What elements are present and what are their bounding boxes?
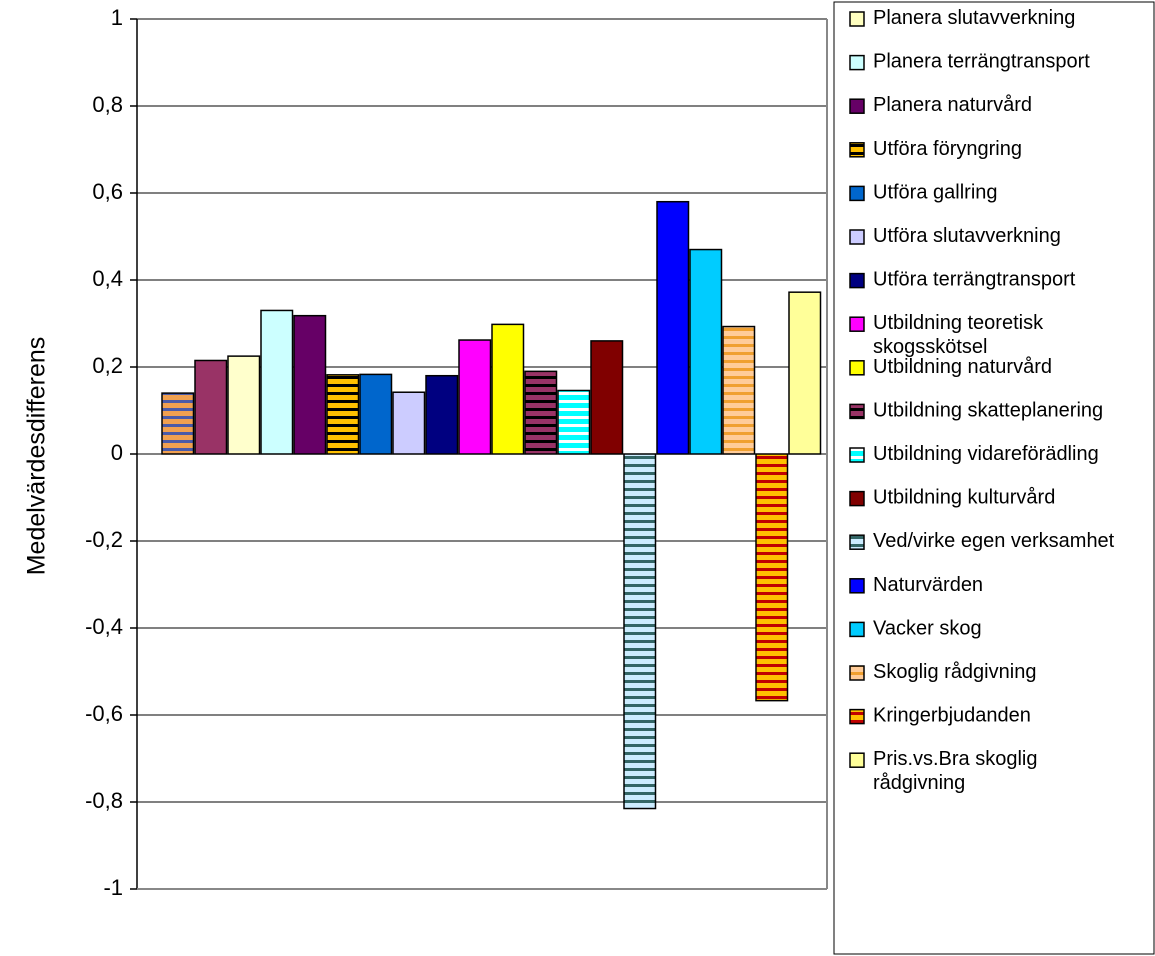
legend-swatch: [849, 665, 865, 681]
bar: [194, 359, 228, 455]
legend-label: Planera naturvård: [873, 94, 1032, 116]
axes: 1 0,8 0,6 0,4 0,2 0 -0,2 -0,4 -0,6 -0,8 -1: [85, 5, 828, 900]
bar: [425, 374, 459, 455]
legend-label: Skoglig rådgivning: [873, 661, 1036, 683]
bar: [656, 200, 690, 455]
y-tick-label: 1: [111, 5, 123, 30]
legend-label: Vacker skog: [873, 618, 982, 640]
legend-swatch: [849, 98, 865, 114]
bar: [524, 370, 558, 455]
bar: [326, 374, 360, 455]
legend-swatch: [849, 272, 865, 289]
legend-swatch: [849, 708, 865, 725]
bar: [623, 453, 657, 810]
legend-swatch: [849, 11, 865, 27]
y-axis-label: Medelvärdesdifferens: [23, 337, 51, 576]
legend-label: Naturvärden: [873, 574, 983, 596]
bar: [293, 314, 327, 455]
bar: [227, 355, 261, 455]
bar: [755, 453, 789, 702]
bar: [260, 309, 294, 455]
legend-label: Pris.vs.Bra skoglig rådgivning: [873, 748, 1038, 794]
bar: [161, 392, 195, 455]
legend-label: Utföra terrängtransport: [873, 269, 1076, 291]
bar: [788, 291, 822, 455]
y-tick-label: 0: [111, 440, 123, 465]
legend-swatch: [849, 447, 865, 463]
legend-box: [833, 1, 1155, 955]
legend-label: Utbildning naturvård: [873, 356, 1052, 378]
y-tick-label: -0,8: [85, 788, 123, 813]
bar: [590, 340, 624, 455]
bar: [359, 373, 393, 455]
y-tick-label: -0,2: [85, 527, 123, 552]
legend-swatch: [849, 229, 865, 245]
legend-label: Utföra gallring: [873, 182, 998, 204]
legend-swatch: [849, 54, 865, 71]
legend: Planera slutavverkning Planera terrängtra…: [833, 1, 1155, 955]
legend-swatch: [849, 752, 865, 768]
legend-label: Planera terrängtransport: [873, 51, 1090, 73]
legend-label: Utbildning teoretisk skogsskötsel: [873, 312, 1044, 358]
bar: [458, 339, 492, 455]
bar: [722, 325, 756, 455]
legend-label: Utbildning kulturvård: [873, 487, 1055, 509]
bar: [557, 389, 591, 455]
legend-swatch: [849, 403, 865, 420]
y-tick-label: -1: [103, 875, 123, 900]
legend-label: Utbildning vidareförädling: [873, 443, 1099, 465]
legend-swatch: [849, 490, 865, 507]
legend-swatch: [849, 534, 865, 550]
bar: [491, 323, 525, 455]
legend-swatch: [849, 578, 865, 594]
y-tick-label: -0,4: [85, 614, 123, 639]
y-tick-label: -0,6: [85, 701, 123, 726]
y-tick-label: 0,2: [92, 353, 123, 378]
bar: [392, 391, 426, 455]
legend-swatch: [849, 360, 865, 376]
legend-swatch: [849, 316, 865, 332]
legend-label: Kringerbjudanden: [873, 705, 1031, 727]
legend-label: Utföra slutavverkning: [873, 225, 1061, 247]
y-tick-label: 0,4: [92, 266, 123, 291]
legend-label: Ved/virke egen verksamhet: [873, 530, 1115, 552]
bar: [689, 248, 723, 455]
legend-swatch: [849, 185, 865, 202]
legend-swatch: [849, 621, 865, 638]
bars: [161, 200, 822, 810]
y-tick-label: 0,8: [92, 92, 123, 117]
legend-swatch: [849, 142, 865, 158]
legend-label: Utbildning skatteplanering: [873, 400, 1103, 422]
y-tick-label: 0,6: [92, 179, 123, 204]
legend-label: Planera slutavverkning: [873, 7, 1075, 29]
legend-label: Utföra föryngring: [873, 138, 1022, 160]
